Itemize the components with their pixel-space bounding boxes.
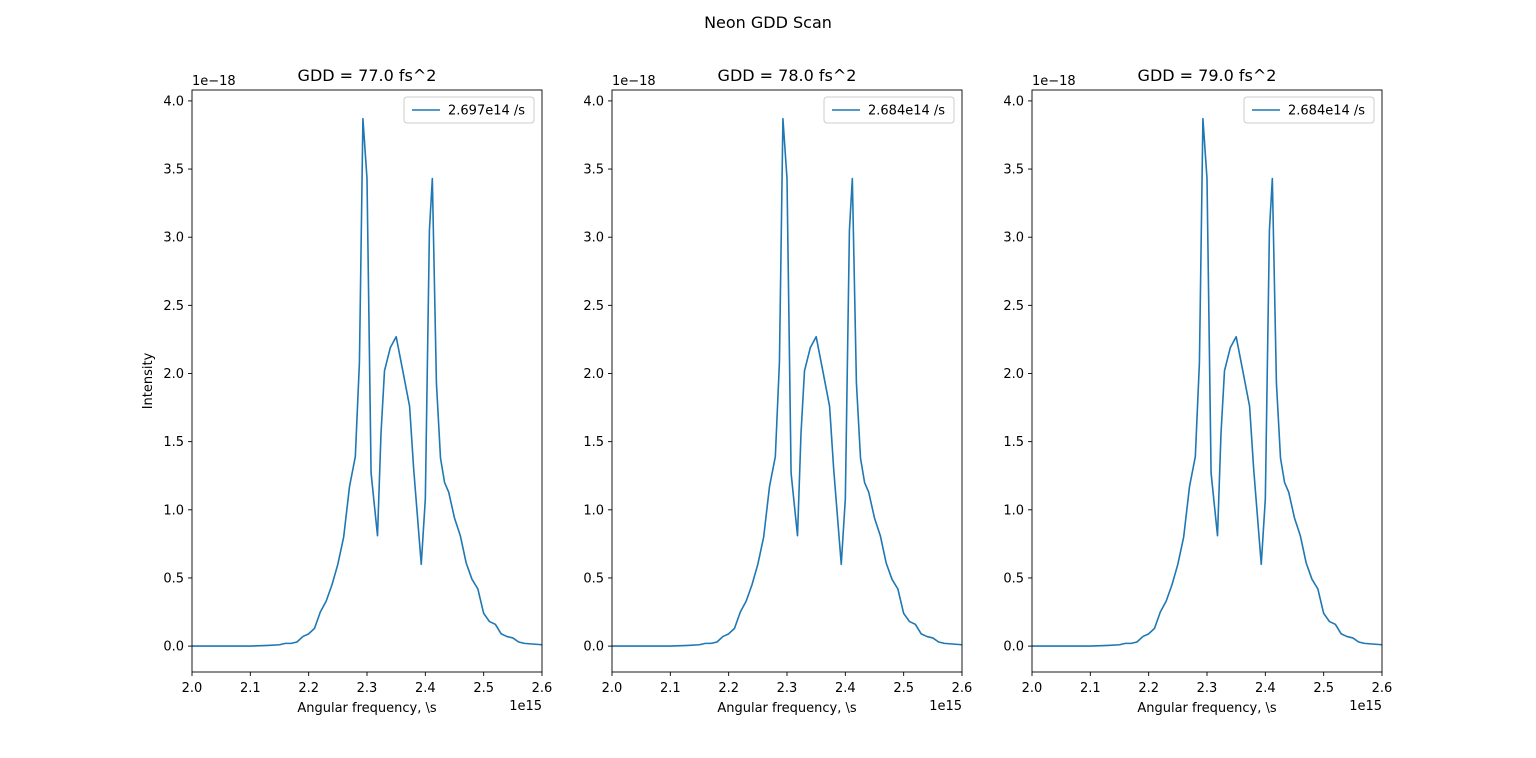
figure-suptitle: Neon GDD Scan bbox=[704, 13, 832, 32]
legend: 2.684e14 /s bbox=[1243, 96, 1375, 124]
x-tick-label: 2.6 bbox=[1372, 681, 1393, 696]
y-tick-label: 1.5 bbox=[583, 435, 604, 450]
subplot-title: GDD = 77.0 fs^2 bbox=[298, 66, 437, 85]
y-tick-label: 1.5 bbox=[163, 435, 184, 450]
legend-box bbox=[403, 96, 535, 124]
series-line bbox=[192, 117, 543, 647]
y-tick-label: 0.5 bbox=[583, 571, 604, 586]
legend: 2.697e14 /s bbox=[403, 96, 535, 124]
x-tick-label: 2.6 bbox=[952, 681, 973, 696]
x-tick-label: 2.5 bbox=[893, 681, 914, 696]
x-tick-label: 2.0 bbox=[182, 681, 203, 696]
subplot-title: GDD = 79.0 fs^2 bbox=[1138, 66, 1277, 85]
y-tick-label: 3.0 bbox=[163, 231, 184, 246]
legend-label: 2.684e14 /s bbox=[1288, 104, 1365, 119]
x-tick-label: 2.1 bbox=[240, 681, 261, 696]
y-tick-label: 1.5 bbox=[1003, 435, 1024, 450]
x-tick-label: 2.2 bbox=[298, 681, 319, 696]
y-tick-label: 2.0 bbox=[583, 367, 604, 382]
y-tick-label: 2.5 bbox=[1003, 299, 1024, 314]
y-tick-label: 2.5 bbox=[583, 299, 604, 314]
legend: 2.684e14 /s bbox=[823, 96, 955, 124]
x-tick-label: 2.1 bbox=[1080, 681, 1101, 696]
subplot-2: 2.0 2.1 2.2 2.3 2.4 2.5 2.6 0.0 0.5 1.0 1.5 2.0 2.5 3… bbox=[583, 66, 972, 716]
y-tick-label: 2.5 bbox=[163, 299, 184, 314]
series-line bbox=[1032, 117, 1383, 647]
y-tick-label: 4.0 bbox=[1003, 94, 1024, 109]
x-tick-label: 2.6 bbox=[532, 681, 553, 696]
x-axis-label: Angular frequency, \s bbox=[297, 701, 437, 716]
y-tick-label: 3.5 bbox=[1003, 163, 1024, 178]
x-tick-label: 2.1 bbox=[660, 681, 681, 696]
y-tick-label: 3.0 bbox=[583, 231, 604, 246]
x-tick-label: 2.2 bbox=[1138, 681, 1159, 696]
y-offset-text: 1e−18 bbox=[192, 74, 236, 89]
x-tick-label: 2.4 bbox=[835, 681, 856, 696]
y-tick-label: 3.0 bbox=[1003, 231, 1024, 246]
legend-label: 2.697e14 /s bbox=[448, 104, 525, 119]
x-offset-text: 1e15 bbox=[509, 699, 542, 714]
y-offset-text: 1e−18 bbox=[612, 74, 656, 89]
x-tick-label: 2.3 bbox=[357, 681, 378, 696]
y-tick-label: 2.0 bbox=[163, 367, 184, 382]
y-tick-label: 4.0 bbox=[583, 94, 604, 109]
subplot-1: 2.0 2.1 2.2 2.3 2.4 2.5 2.6 0.0 0.5 1.0 1.5 2.0 2.5 3… bbox=[141, 66, 552, 716]
y-offset-text: 1e−18 bbox=[1032, 74, 1076, 89]
y-tick-label: 0.0 bbox=[163, 640, 184, 655]
y-tick-label: 0.5 bbox=[163, 571, 184, 586]
y-tick-label: 1.0 bbox=[583, 503, 604, 518]
y-tick-label: 1.0 bbox=[1003, 503, 1024, 518]
x-tick-label: 2.4 bbox=[1255, 681, 1276, 696]
x-tick-label: 2.3 bbox=[777, 681, 798, 696]
x-offset-text: 1e15 bbox=[1349, 699, 1382, 714]
y-tick-label: 3.5 bbox=[583, 163, 604, 178]
x-tick-label: 2.3 bbox=[1197, 681, 1218, 696]
x-tick-label: 2.0 bbox=[1022, 681, 1043, 696]
x-axis-label: Angular frequency, \s bbox=[717, 701, 857, 716]
y-tick-label: 0.5 bbox=[1003, 571, 1024, 586]
series-line bbox=[612, 117, 963, 647]
x-tick-label: 2.5 bbox=[1313, 681, 1334, 696]
y-tick-label: 2.0 bbox=[1003, 367, 1024, 382]
y-tick-label: 3.5 bbox=[163, 163, 184, 178]
y-tick-label: 0.0 bbox=[1003, 640, 1024, 655]
legend-box bbox=[823, 96, 955, 124]
legend-box bbox=[1243, 96, 1375, 124]
y-tick-label: 0.0 bbox=[583, 640, 604, 655]
y-tick-label: 1.0 bbox=[163, 503, 184, 518]
x-axis-label: Angular frequency, \s bbox=[1137, 701, 1277, 716]
x-tick-label: 2.0 bbox=[602, 681, 623, 696]
x-tick-label: 2.2 bbox=[718, 681, 739, 696]
y-axis-label: Intensity bbox=[141, 352, 156, 409]
subplot-3: 2.0 2.1 2.2 2.3 2.4 2.5 2.6 0.0 0.5 1.0 1.5 2.0 2.5 3… bbox=[1003, 66, 1392, 716]
y-tick-label: 4.0 bbox=[163, 94, 184, 109]
subplot-title: GDD = 78.0 fs^2 bbox=[718, 66, 857, 85]
x-tick-label: 2.4 bbox=[415, 681, 436, 696]
legend-label: 2.684e14 /s bbox=[868, 104, 945, 119]
x-offset-text: 1e15 bbox=[929, 699, 962, 714]
x-tick-label: 2.5 bbox=[473, 681, 494, 696]
